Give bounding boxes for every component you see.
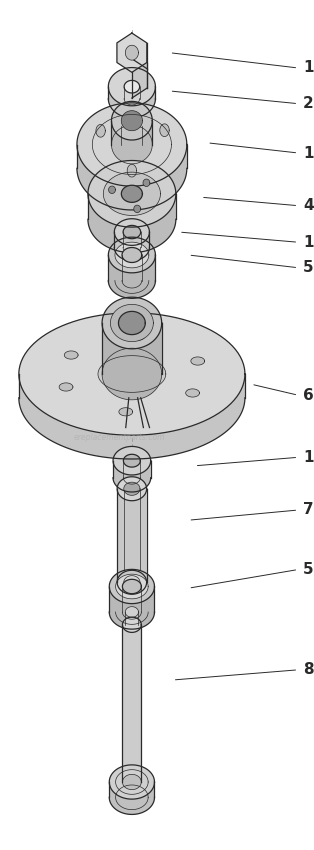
Ellipse shape xyxy=(98,355,166,393)
Text: 4: 4 xyxy=(303,198,314,213)
Ellipse shape xyxy=(186,388,199,397)
Ellipse shape xyxy=(191,357,205,366)
Polygon shape xyxy=(77,144,187,210)
Ellipse shape xyxy=(160,124,169,137)
Ellipse shape xyxy=(125,607,138,617)
Text: ereplacementparts.com: ereplacementparts.com xyxy=(73,434,165,442)
Polygon shape xyxy=(117,33,147,72)
Ellipse shape xyxy=(119,408,133,416)
Polygon shape xyxy=(122,625,141,790)
Ellipse shape xyxy=(117,570,147,594)
Ellipse shape xyxy=(123,225,141,239)
Text: 11: 11 xyxy=(303,145,314,161)
Ellipse shape xyxy=(134,205,141,212)
Polygon shape xyxy=(132,63,147,98)
Ellipse shape xyxy=(88,161,176,227)
Ellipse shape xyxy=(116,574,148,599)
Text: 7: 7 xyxy=(303,502,314,518)
Ellipse shape xyxy=(108,237,155,273)
Text: 5: 5 xyxy=(303,562,314,577)
Ellipse shape xyxy=(118,311,145,335)
Ellipse shape xyxy=(124,575,140,589)
Polygon shape xyxy=(109,782,154,814)
Text: 8: 8 xyxy=(303,662,314,677)
Polygon shape xyxy=(109,586,154,629)
Ellipse shape xyxy=(124,81,140,93)
Polygon shape xyxy=(108,87,155,117)
Polygon shape xyxy=(102,323,162,400)
Ellipse shape xyxy=(127,164,137,177)
Polygon shape xyxy=(19,374,245,459)
Ellipse shape xyxy=(59,382,73,391)
Ellipse shape xyxy=(115,242,149,268)
Ellipse shape xyxy=(96,124,105,137)
Ellipse shape xyxy=(102,298,162,348)
Ellipse shape xyxy=(121,110,143,131)
Ellipse shape xyxy=(77,103,187,186)
Ellipse shape xyxy=(113,446,151,475)
Polygon shape xyxy=(108,255,155,298)
Ellipse shape xyxy=(121,185,143,202)
Text: 1: 1 xyxy=(303,60,313,76)
Ellipse shape xyxy=(114,218,149,246)
Ellipse shape xyxy=(103,173,160,215)
Ellipse shape xyxy=(109,570,154,603)
Ellipse shape xyxy=(124,482,140,496)
Ellipse shape xyxy=(19,313,245,435)
Polygon shape xyxy=(125,45,138,60)
Ellipse shape xyxy=(64,351,78,360)
Polygon shape xyxy=(113,461,151,492)
Ellipse shape xyxy=(111,304,153,342)
Text: 2: 2 xyxy=(303,96,314,111)
Ellipse shape xyxy=(122,247,142,263)
Text: 10: 10 xyxy=(303,235,314,250)
Ellipse shape xyxy=(108,68,155,105)
Polygon shape xyxy=(117,489,147,594)
Ellipse shape xyxy=(123,454,140,468)
Text: 5: 5 xyxy=(303,260,314,275)
Polygon shape xyxy=(88,194,176,252)
Text: 10: 10 xyxy=(303,450,314,465)
Ellipse shape xyxy=(111,101,152,140)
Polygon shape xyxy=(111,121,152,164)
Ellipse shape xyxy=(117,477,147,501)
Ellipse shape xyxy=(109,186,116,194)
Ellipse shape xyxy=(143,179,150,186)
Ellipse shape xyxy=(122,774,141,790)
Text: 6: 6 xyxy=(303,388,314,403)
Polygon shape xyxy=(114,232,149,261)
Ellipse shape xyxy=(109,765,154,799)
Ellipse shape xyxy=(122,580,141,593)
Polygon shape xyxy=(125,612,138,630)
Ellipse shape xyxy=(122,617,141,632)
Ellipse shape xyxy=(131,332,145,340)
